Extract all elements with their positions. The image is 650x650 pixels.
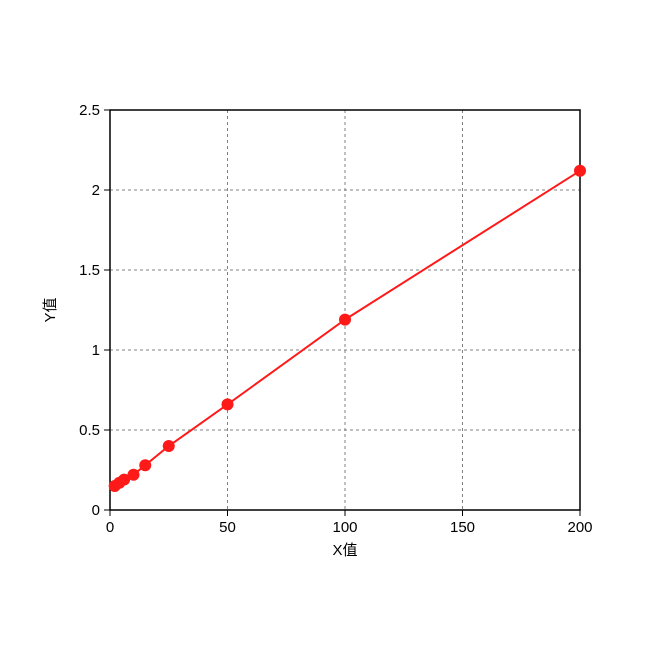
- x-tick-label: 150: [450, 519, 475, 536]
- y-tick-label: 2.5: [79, 102, 100, 119]
- y-tick-label: 2: [92, 182, 100, 199]
- x-tick-label: 200: [567, 519, 592, 536]
- y-tick-label: 0.5: [79, 422, 100, 439]
- y-tick-label: 1.5: [79, 262, 100, 279]
- x-axis-label: X值: [332, 542, 357, 559]
- data-marker: [163, 440, 175, 452]
- y-tick-label: 0: [92, 502, 100, 519]
- data-marker: [574, 165, 586, 177]
- x-tick-label: 0: [106, 519, 114, 536]
- y-axis-label: Y值: [42, 297, 59, 322]
- data-marker: [139, 459, 151, 471]
- data-marker: [222, 398, 234, 410]
- y-tick-label: 1: [92, 342, 100, 359]
- x-tick-label: 50: [219, 519, 236, 536]
- chart-container: 0 50 100 150 200 0 0.5 1 1.5 2 2.5 X值 Y值: [0, 0, 650, 650]
- data-marker: [128, 469, 140, 481]
- data-marker: [339, 314, 351, 326]
- x-tick-label: 100: [332, 519, 357, 536]
- line-chart: 0 50 100 150 200 0 0.5 1 1.5 2 2.5 X值 Y值: [0, 0, 650, 650]
- chart-bg: [0, 0, 650, 650]
